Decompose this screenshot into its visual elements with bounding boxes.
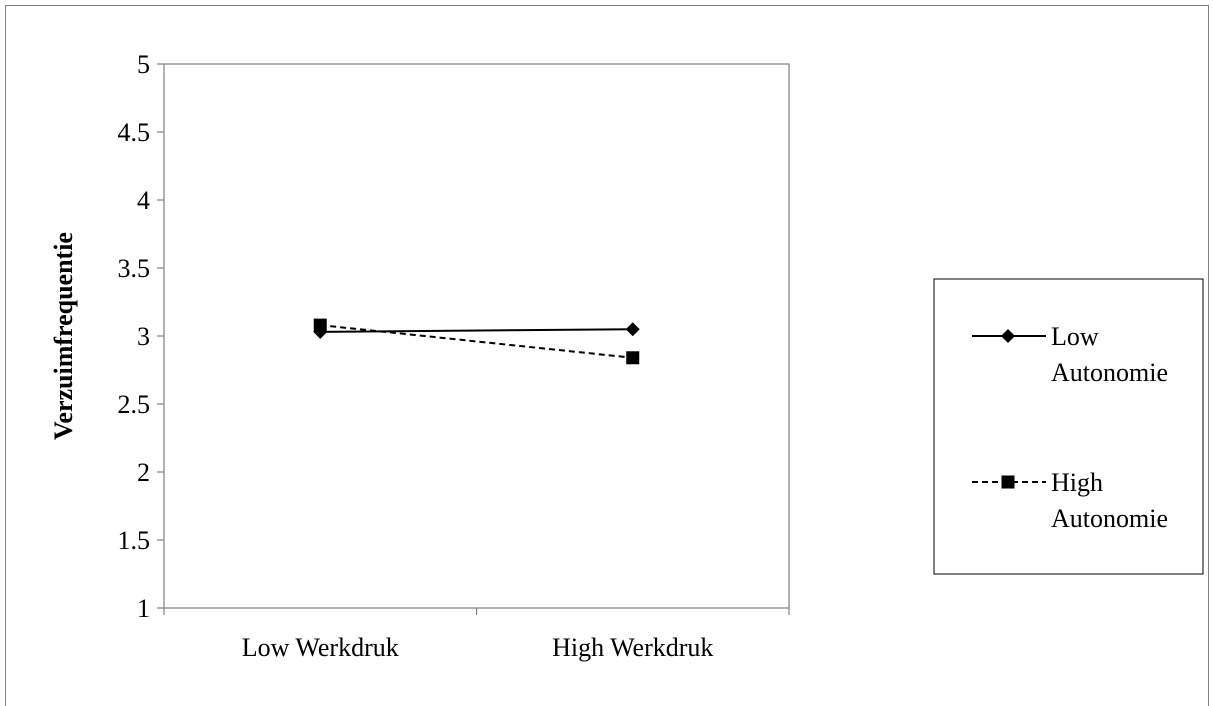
data-point [313,318,327,332]
y-tick-label: 5 [137,50,150,79]
legend-label: Autonomie [1051,504,1168,533]
y-axis-ticks: 1 1.5 2 2.5 3 3.5 4 4.5 5 [118,50,164,623]
data-point [625,322,640,337]
series-line [320,324,633,359]
y-tick-label: 2 [137,458,150,487]
y-tick-label: 2.5 [118,390,151,419]
legend-box [933,278,1204,575]
plot-area: 1 1.5 2 2.5 3 3.5 4 4.5 5 Low Werkdruk High Werkd… [118,50,790,662]
data-point [626,351,640,365]
y-tick-label: 1.5 [118,526,151,555]
legend: Low Autonomie High Autonomie [933,278,1204,575]
legend-label: High [1051,468,1103,497]
legend-item: High Autonomie [972,468,1168,533]
series-layer [313,318,640,365]
series-2 [313,318,640,365]
y-tick-label: 4.5 [118,118,151,147]
y-tick-label: 1 [137,594,150,623]
legend-label: Low [1051,322,1099,351]
y-axis-title: Verzuimfrequentie [49,232,78,440]
legend-marker [1001,329,1015,343]
y-tick-label: 3 [137,322,150,351]
y-tick-label: 3.5 [118,254,151,283]
legend-items: Low Autonomie High Autonomie [972,322,1168,533]
plot-border [163,63,790,609]
legend-item: Low Autonomie [972,322,1168,387]
x-tick-label: High Werkdruk [552,633,713,662]
y-tick-label: 4 [137,186,150,215]
x-axis-ticks: Low Werkdruk High Werkdruk [163,608,790,662]
legend-marker [1001,475,1015,489]
legend-label: Autonomie [1051,358,1168,387]
x-tick-label: Low Werkdruk [242,633,399,662]
